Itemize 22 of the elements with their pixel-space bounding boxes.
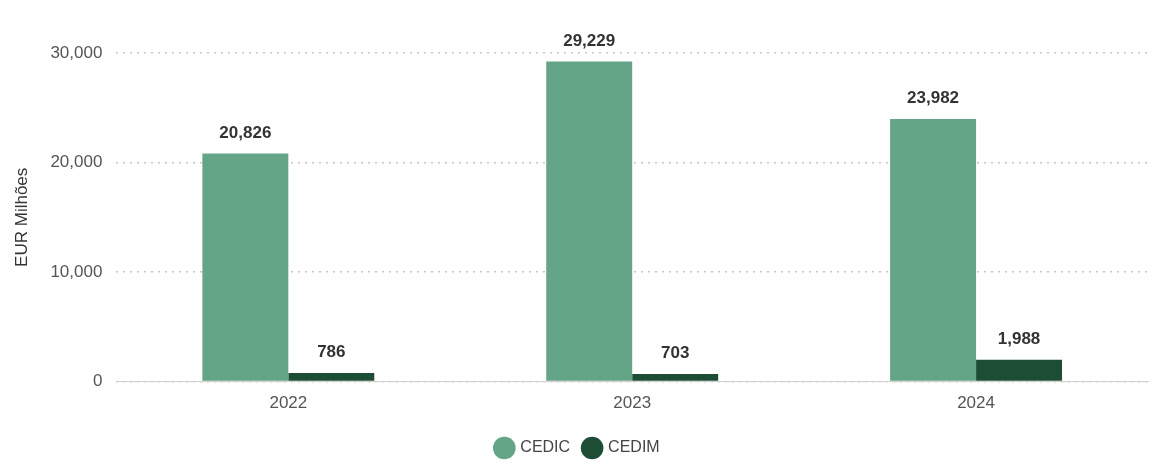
- bar: [546, 61, 633, 381]
- y-tick-label: 20,000: [50, 152, 103, 172]
- bar: [976, 359, 1063, 381]
- x-tick-label: 2022: [269, 393, 308, 413]
- x-tick-label: 2024: [957, 393, 995, 413]
- data-label: 786: [317, 342, 346, 362]
- data-label: 703: [660, 343, 690, 363]
- bar: [202, 153, 289, 381]
- bar: [288, 372, 375, 381]
- data-label: 20,826: [219, 122, 272, 142]
- legend-label: CEDIC: [520, 438, 571, 456]
- y-axis-title: EUR Milhões: [11, 167, 31, 267]
- data-label: 29,229: [563, 30, 616, 50]
- data-label: 1,988: [997, 329, 1041, 349]
- y-tick-label: 30,000: [50, 42, 103, 62]
- y-tick-label: 0: [92, 371, 103, 391]
- x-tick-label: 2023: [613, 393, 652, 413]
- legend-label: CEDIM: [608, 438, 660, 456]
- bar: [632, 373, 719, 381]
- data-label: 23,982: [907, 88, 960, 108]
- bar: [890, 118, 977, 381]
- y-tick-label: 10,000: [50, 261, 103, 281]
